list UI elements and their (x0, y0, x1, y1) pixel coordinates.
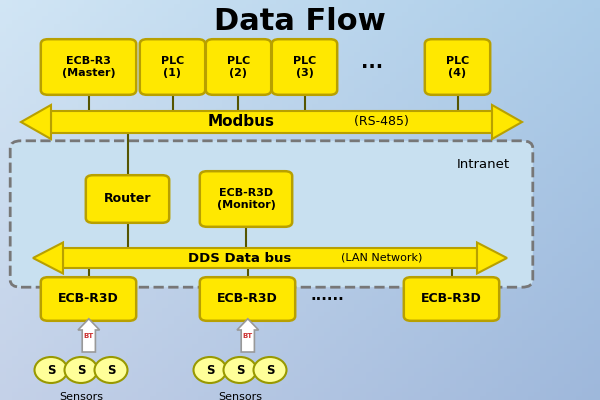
Text: Modbus: Modbus (208, 114, 275, 130)
Ellipse shape (95, 357, 128, 383)
Text: S: S (107, 364, 115, 376)
Text: PLC
(2): PLC (2) (227, 56, 250, 78)
Ellipse shape (193, 357, 227, 383)
Text: ECB-R3D: ECB-R3D (217, 292, 278, 306)
Text: Data Flow: Data Flow (214, 8, 386, 36)
FancyBboxPatch shape (425, 39, 490, 95)
Text: ECB-R3D: ECB-R3D (58, 292, 119, 306)
FancyBboxPatch shape (272, 39, 337, 95)
Ellipse shape (254, 357, 287, 383)
Text: S: S (236, 364, 244, 376)
Text: ······: ······ (310, 292, 344, 307)
Text: S: S (77, 364, 85, 376)
FancyBboxPatch shape (10, 141, 533, 287)
Text: S: S (206, 364, 214, 376)
Ellipse shape (35, 357, 67, 383)
Text: Intranet: Intranet (457, 158, 510, 171)
Text: PLC
(3): PLC (3) (293, 56, 316, 78)
Text: S: S (266, 364, 274, 376)
Text: (LAN Network): (LAN Network) (334, 253, 422, 263)
Polygon shape (21, 105, 51, 139)
Text: S: S (47, 364, 55, 376)
FancyBboxPatch shape (206, 39, 271, 95)
Text: DDS Data bus: DDS Data bus (188, 252, 292, 264)
Text: Sensors: Sensors (218, 392, 262, 400)
Text: ···: ··· (361, 58, 383, 77)
FancyBboxPatch shape (404, 277, 499, 321)
FancyArrow shape (78, 319, 100, 352)
FancyBboxPatch shape (140, 39, 205, 95)
FancyArrow shape (237, 319, 259, 352)
Text: PLC
(1): PLC (1) (161, 56, 184, 78)
Text: BT: BT (242, 334, 253, 339)
FancyBboxPatch shape (41, 277, 136, 321)
Text: Router: Router (104, 192, 151, 206)
Text: ECB-R3D: ECB-R3D (421, 292, 482, 306)
FancyBboxPatch shape (200, 171, 292, 227)
FancyBboxPatch shape (200, 277, 295, 321)
Text: Sensors: Sensors (59, 392, 103, 400)
Text: ECB-R3
(Master): ECB-R3 (Master) (62, 56, 115, 78)
Text: PLC
(4): PLC (4) (446, 56, 469, 78)
Polygon shape (492, 105, 522, 139)
Text: BT: BT (83, 334, 94, 339)
Text: (RS-485): (RS-485) (350, 116, 409, 128)
Polygon shape (477, 242, 507, 274)
FancyBboxPatch shape (41, 39, 136, 95)
FancyBboxPatch shape (86, 175, 169, 223)
Ellipse shape (223, 357, 257, 383)
FancyBboxPatch shape (63, 248, 477, 268)
Ellipse shape (65, 357, 97, 383)
Polygon shape (33, 242, 63, 274)
Text: ECB-R3D
(Monitor): ECB-R3D (Monitor) (217, 188, 275, 210)
FancyBboxPatch shape (51, 111, 492, 133)
